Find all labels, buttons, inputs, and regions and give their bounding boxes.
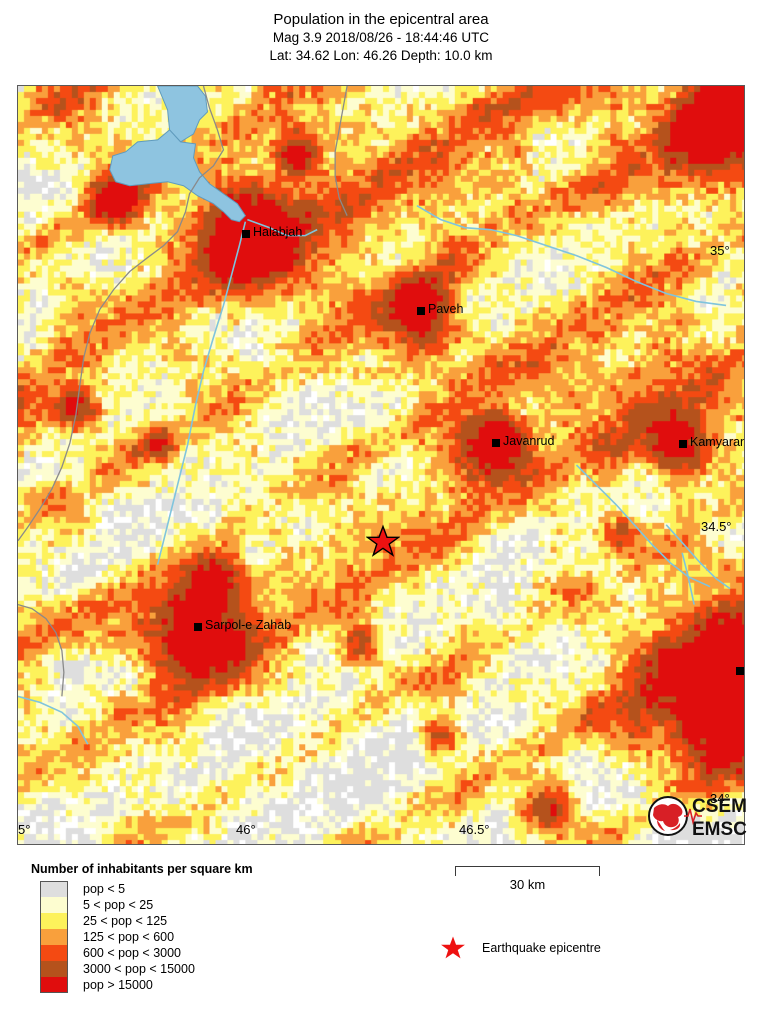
legend-swatch	[40, 913, 68, 929]
map-vector-overlay	[18, 86, 731, 745]
legend-swatch	[40, 897, 68, 913]
city-label: Kamyaran	[690, 435, 745, 449]
legend: Number of inhabitants per square km pop …	[31, 862, 253, 993]
title-block: Population in the epicentral area Mag 3.…	[0, 10, 762, 65]
latitude-tick-35: 35°	[710, 243, 730, 258]
lake-polygon-main	[109, 129, 247, 223]
city-dot-icon	[492, 439, 500, 447]
legend-item: pop > 15000	[40, 977, 253, 993]
legend-label: pop < 5	[83, 882, 126, 896]
city-dot-icon	[679, 440, 687, 448]
river-line	[575, 464, 711, 588]
longitude-tick-45-5: 5°	[18, 822, 31, 837]
legend-label: 600 < pop < 3000	[83, 946, 182, 960]
scale-bar: 30 km	[455, 866, 600, 892]
legend-item: 125 < pop < 600	[40, 929, 253, 945]
river-line	[18, 695, 89, 745]
river-line	[156, 221, 247, 565]
legend-label: 25 < pop < 125	[83, 914, 168, 928]
legend-swatch	[40, 945, 68, 961]
river-line	[247, 218, 318, 237]
legend-item: pop < 5	[40, 881, 253, 897]
legend-item: 25 < pop < 125	[40, 913, 253, 929]
emsc-logo[interactable]: CSEM EMSC	[648, 790, 752, 842]
page-title: Population in the epicentral area	[273, 11, 489, 28]
seismogram-icon	[684, 808, 702, 825]
legend-label: 3000 < pop < 15000	[83, 962, 195, 976]
river-line	[665, 524, 731, 590]
epicentre-star-marker[interactable]	[365, 524, 401, 564]
logo-text-csem: CSEM	[692, 796, 747, 817]
legend-label: 125 < pop < 600	[83, 930, 175, 944]
event-coordinates-depth: Lat: 34.62 Lon: 46.26 Depth: 10.0 km	[269, 48, 493, 63]
country-border-line	[18, 86, 225, 542]
population-density-map[interactable]: Halabjah Paveh Javanrud Kamyaran Sarpol-…	[17, 85, 745, 845]
country-border-line	[334, 86, 348, 216]
legend-swatch	[40, 961, 68, 977]
logo-text-emsc: EMSC	[692, 819, 747, 840]
legend-title: Number of inhabitants per square km	[31, 862, 253, 876]
city-label: Sarpol-e Zahab	[205, 618, 292, 632]
city-dot-icon	[417, 307, 425, 315]
scale-bar-line	[455, 866, 600, 876]
legend-item: 3000 < pop < 15000	[40, 961, 253, 977]
epicentre-star-icon	[441, 936, 465, 959]
epicentre-legend: Earthquake epicentre	[440, 935, 601, 961]
latitude-tick-34: 34°	[710, 791, 730, 806]
population-density-raster	[18, 86, 744, 844]
legend-items: pop < 5 5 < pop < 25 25 < pop < 125 125 …	[40, 881, 253, 993]
longitude-tick-46-5: 46.5°	[459, 822, 490, 837]
legend-label: pop > 15000	[83, 978, 153, 992]
legend-swatch	[40, 929, 68, 945]
river-line	[416, 205, 727, 307]
legend-swatch	[40, 977, 68, 993]
epicentre-legend-label: Earthquake epicentre	[482, 941, 601, 955]
city-label: Paveh	[428, 302, 464, 316]
scale-bar-label: 30 km	[509, 877, 546, 892]
lake-polygon	[157, 86, 209, 143]
city-dot-icon	[194, 623, 202, 631]
legend-item: 5 < pop < 25	[40, 897, 253, 913]
legend-item: 600 < pop < 3000	[40, 945, 253, 961]
city-label: Halabjah	[253, 225, 303, 239]
longitude-tick-46: 46°	[236, 822, 256, 837]
latitude-tick-34-5: 34.5°	[701, 519, 732, 534]
city-dot-icon	[736, 667, 744, 675]
river-line	[681, 552, 695, 605]
legend-swatch	[40, 881, 68, 897]
globe-icon	[648, 796, 688, 836]
country-border-line	[18, 603, 65, 697]
legend-label: 5 < pop < 25	[83, 898, 154, 912]
city-label: Javanrud	[503, 434, 555, 448]
event-magnitude-time: Mag 3.9 2018/08/26 - 18:44:46 UTC	[272, 30, 490, 45]
city-dot-icon	[242, 230, 250, 238]
